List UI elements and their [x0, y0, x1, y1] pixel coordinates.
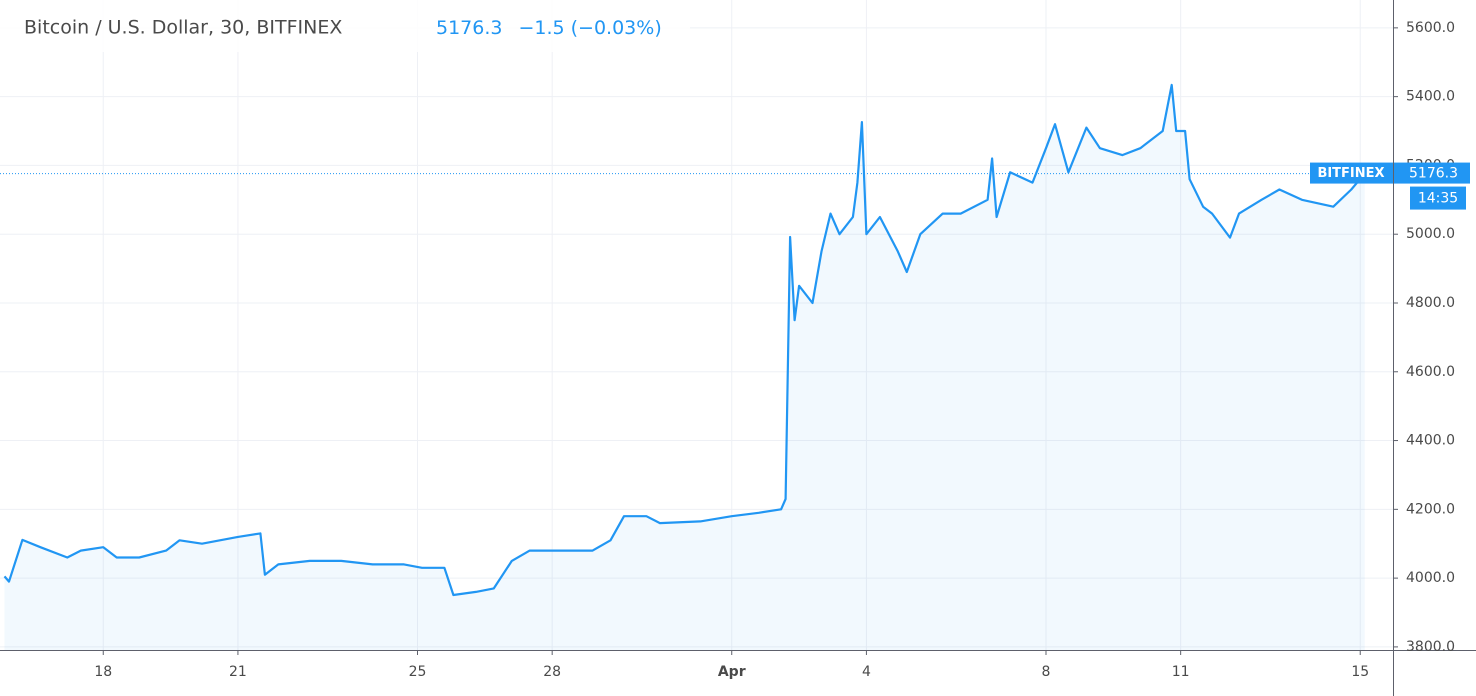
y-tick-label: 5000.0: [1406, 226, 1455, 242]
plot: [0, 83, 1393, 650]
last-price: 5176.3: [436, 17, 502, 39]
chart-title: Bitcoin / U.S. Dollar, 30, BITFINEX: [24, 17, 342, 39]
change: −1.5: [518, 17, 564, 39]
series-tag-bg: [1310, 162, 1393, 184]
x-tick-label: 11: [1172, 664, 1190, 680]
x-tick-label: 4: [862, 664, 871, 680]
x-tick-label: 18: [94, 664, 112, 680]
grid: [0, 0, 1393, 650]
y-tick-label: 4800.0: [1406, 295, 1455, 311]
price-line: [3, 83, 1366, 597]
y-tick-label: 4600.0: [1406, 364, 1455, 380]
x-tick-label: 21: [229, 664, 247, 680]
y-tick-label: 3800.0: [1406, 639, 1455, 655]
x-tick-label: 28: [543, 664, 561, 680]
x-tick-label: 15: [1351, 664, 1369, 680]
header-bg: [0, 0, 690, 52]
change-pct: (−0.03%): [571, 17, 662, 39]
area-fill: [4, 84, 1365, 650]
x-tick-label: 8: [1042, 664, 1051, 680]
y-tick-label: 4000.0: [1406, 570, 1455, 586]
axes: 3800.0 4000.0 4200.0 4400.0 4600.0 4800.0 5000…: [94, 20, 1470, 680]
countdown: 14:35: [1418, 191, 1458, 207]
last-price-bg: [1394, 162, 1470, 184]
countdown-bg: [1410, 186, 1466, 210]
y-tick-label: 5400.0: [1406, 89, 1455, 105]
series-tag: BITFINEX: [1317, 166, 1384, 181]
y-tick-label: 4400.0: [1406, 433, 1455, 449]
x-tick-label: Apr: [718, 664, 746, 680]
x-tick-label: 25: [409, 664, 427, 680]
y-tick-label: 4200.0: [1406, 501, 1455, 517]
header-quote: 5176.3 −1.5 (−0.03%): [436, 17, 662, 39]
last-price-label: 5176.3: [1409, 166, 1458, 182]
y-tick-label: 5600.0: [1406, 20, 1455, 36]
